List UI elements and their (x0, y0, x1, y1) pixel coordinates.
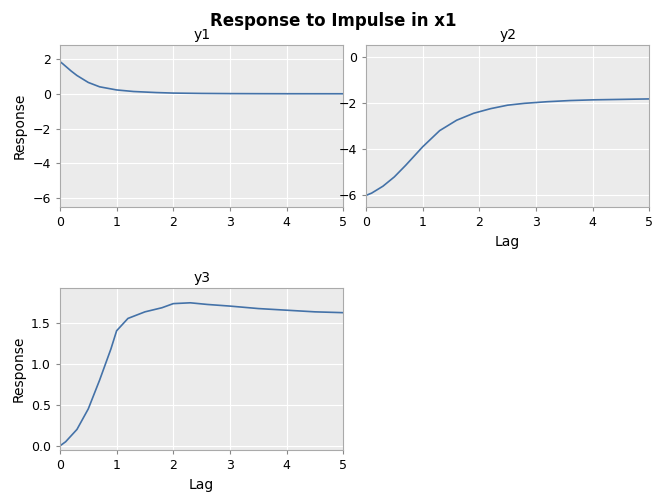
X-axis label: Lag: Lag (495, 234, 520, 248)
X-axis label: Lag: Lag (189, 478, 214, 492)
Title: y3: y3 (193, 272, 210, 285)
Text: Response to Impulse in x1: Response to Impulse in x1 (210, 12, 456, 30)
Title: y1: y1 (193, 28, 210, 42)
Y-axis label: Response: Response (11, 336, 25, 402)
Y-axis label: Response: Response (13, 93, 27, 159)
Title: y2: y2 (499, 28, 516, 42)
